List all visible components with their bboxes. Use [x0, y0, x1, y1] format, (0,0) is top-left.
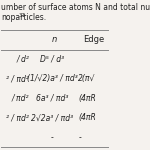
Text: Edge: Edge [83, 35, 104, 44]
Text: ² / πd²: ² / πd² [6, 113, 29, 122]
Text: -: - [78, 133, 81, 142]
Text: 2√2a³ / πd³: 2√2a³ / πd³ [31, 113, 73, 122]
Text: noparticles.: noparticles. [1, 14, 46, 22]
Text: (1/√2)a³ / πd³: (1/√2)a³ / πd³ [27, 74, 77, 83]
Text: (4πR: (4πR [78, 113, 96, 122]
Text: 6a³ / πd³: 6a³ / πd³ [36, 94, 68, 103]
Text: D⁵ / d³: D⁵ / d³ [40, 55, 64, 64]
Text: umber of surface atoms N and total num: umber of surface atoms N and total num [1, 3, 150, 12]
Text: 31: 31 [19, 13, 26, 18]
Text: n: n [52, 35, 57, 44]
Text: ² / πd²: ² / πd² [6, 74, 29, 83]
Text: / πd²: / πd² [12, 94, 29, 103]
Text: (4πR: (4πR [78, 94, 96, 103]
Text: -: - [51, 133, 53, 142]
Text: / d²: / d² [16, 55, 29, 64]
Text: 2(π√: 2(π√ [78, 74, 96, 83]
